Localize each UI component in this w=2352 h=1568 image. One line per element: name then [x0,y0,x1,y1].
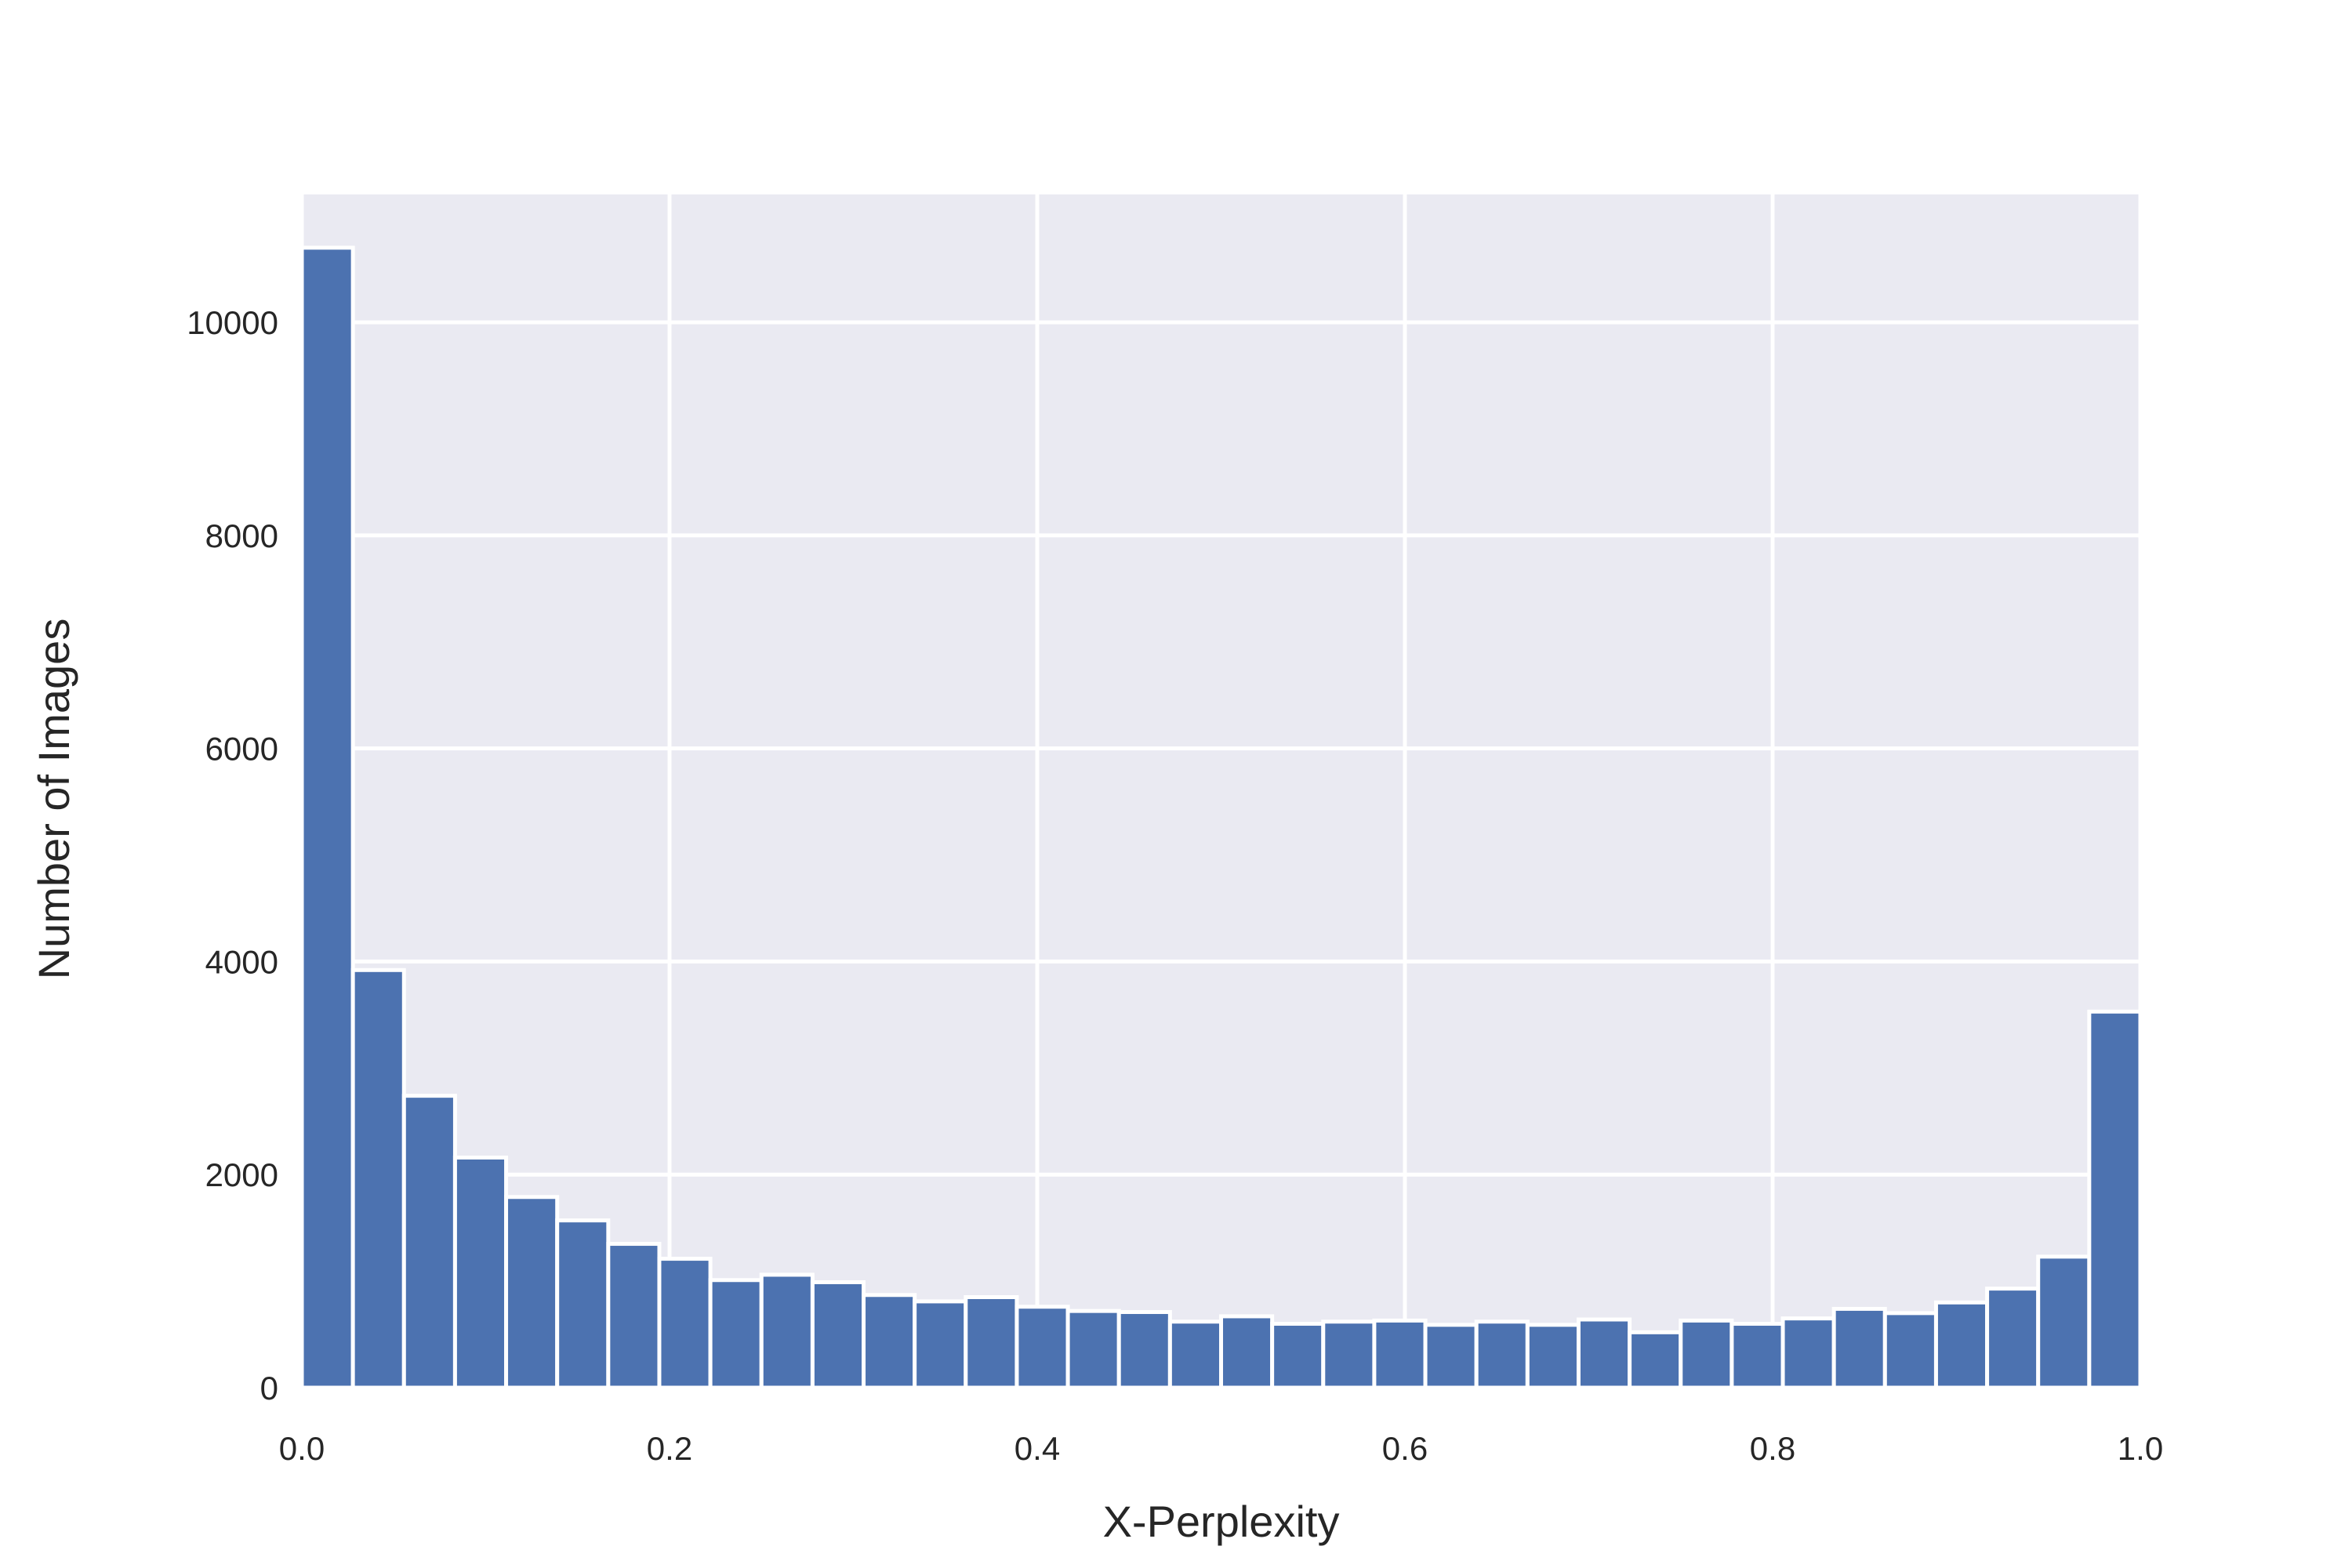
histogram-bar [2087,1009,2143,1390]
histogram-bar [708,1278,764,1390]
histogram-bar [1219,1314,1275,1390]
histogram-bar [964,1294,1019,1390]
histogram-bar [1933,1300,1990,1390]
histogram-bar [1831,1306,1887,1390]
x-tick-label: 0.2 [647,1430,692,1467]
histogram-bars [299,245,2143,1390]
histogram-bar [1628,1330,1683,1390]
histogram-bar [2036,1254,2092,1390]
histogram-bar [401,1094,457,1390]
histogram-bar [1065,1308,1121,1390]
histogram-bar [1423,1323,1479,1390]
histogram-bar [1882,1311,1938,1390]
histogram-bar [810,1279,866,1390]
y-tick-labels: 0 2000 4000 6000 8000 10000 [187,304,278,1406]
histogram-bar [1014,1305,1070,1390]
histogram-bar [913,1299,968,1390]
histogram-bar [1270,1321,1326,1390]
x-tick-label: 0.4 [1014,1430,1060,1467]
histogram-bar [1576,1317,1632,1390]
histogram-bar [1730,1321,1785,1390]
histogram-bar [504,1195,560,1390]
histogram-bar [1116,1310,1172,1390]
histogram-bar [555,1218,611,1390]
histogram-bar [350,967,406,1390]
histogram-bar [1321,1319,1377,1390]
histogram-bar [1985,1287,2041,1390]
x-tick-label: 0.6 [1382,1430,1428,1467]
histogram-bar [606,1242,662,1390]
histogram-bar [452,1155,509,1390]
histogram-bar [1525,1323,1581,1390]
histogram-bar [657,1257,713,1390]
histogram-bar [759,1272,815,1390]
y-axis-label: Number of Images [29,619,78,980]
histogram-bar [1372,1318,1428,1390]
histogram-bar [1167,1319,1224,1390]
x-tick-label: 1.0 [2118,1430,2163,1467]
y-tick-label: 8000 [205,517,278,554]
histogram-bar [1474,1319,1530,1390]
histogram-bar [1780,1316,1836,1390]
x-tick-label: 0.0 [279,1430,325,1467]
x-tick-labels: 0.0 0.2 0.4 0.6 0.8 1.0 [279,1430,2163,1467]
plot-background [302,194,2140,1388]
histogram-bar [862,1293,917,1390]
y-tick-label: 2000 [205,1156,278,1193]
histogram-bar [299,245,355,1390]
histogram-bar [1679,1318,1734,1390]
y-tick-label: 10000 [187,304,278,341]
x-tick-label: 0.8 [1750,1430,1795,1467]
y-tick-label: 6000 [205,731,278,768]
y-tick-label: 4000 [205,943,278,980]
x-axis-label: X-Perplexity [1103,1497,1340,1546]
y-tick-label: 0 [260,1370,278,1406]
